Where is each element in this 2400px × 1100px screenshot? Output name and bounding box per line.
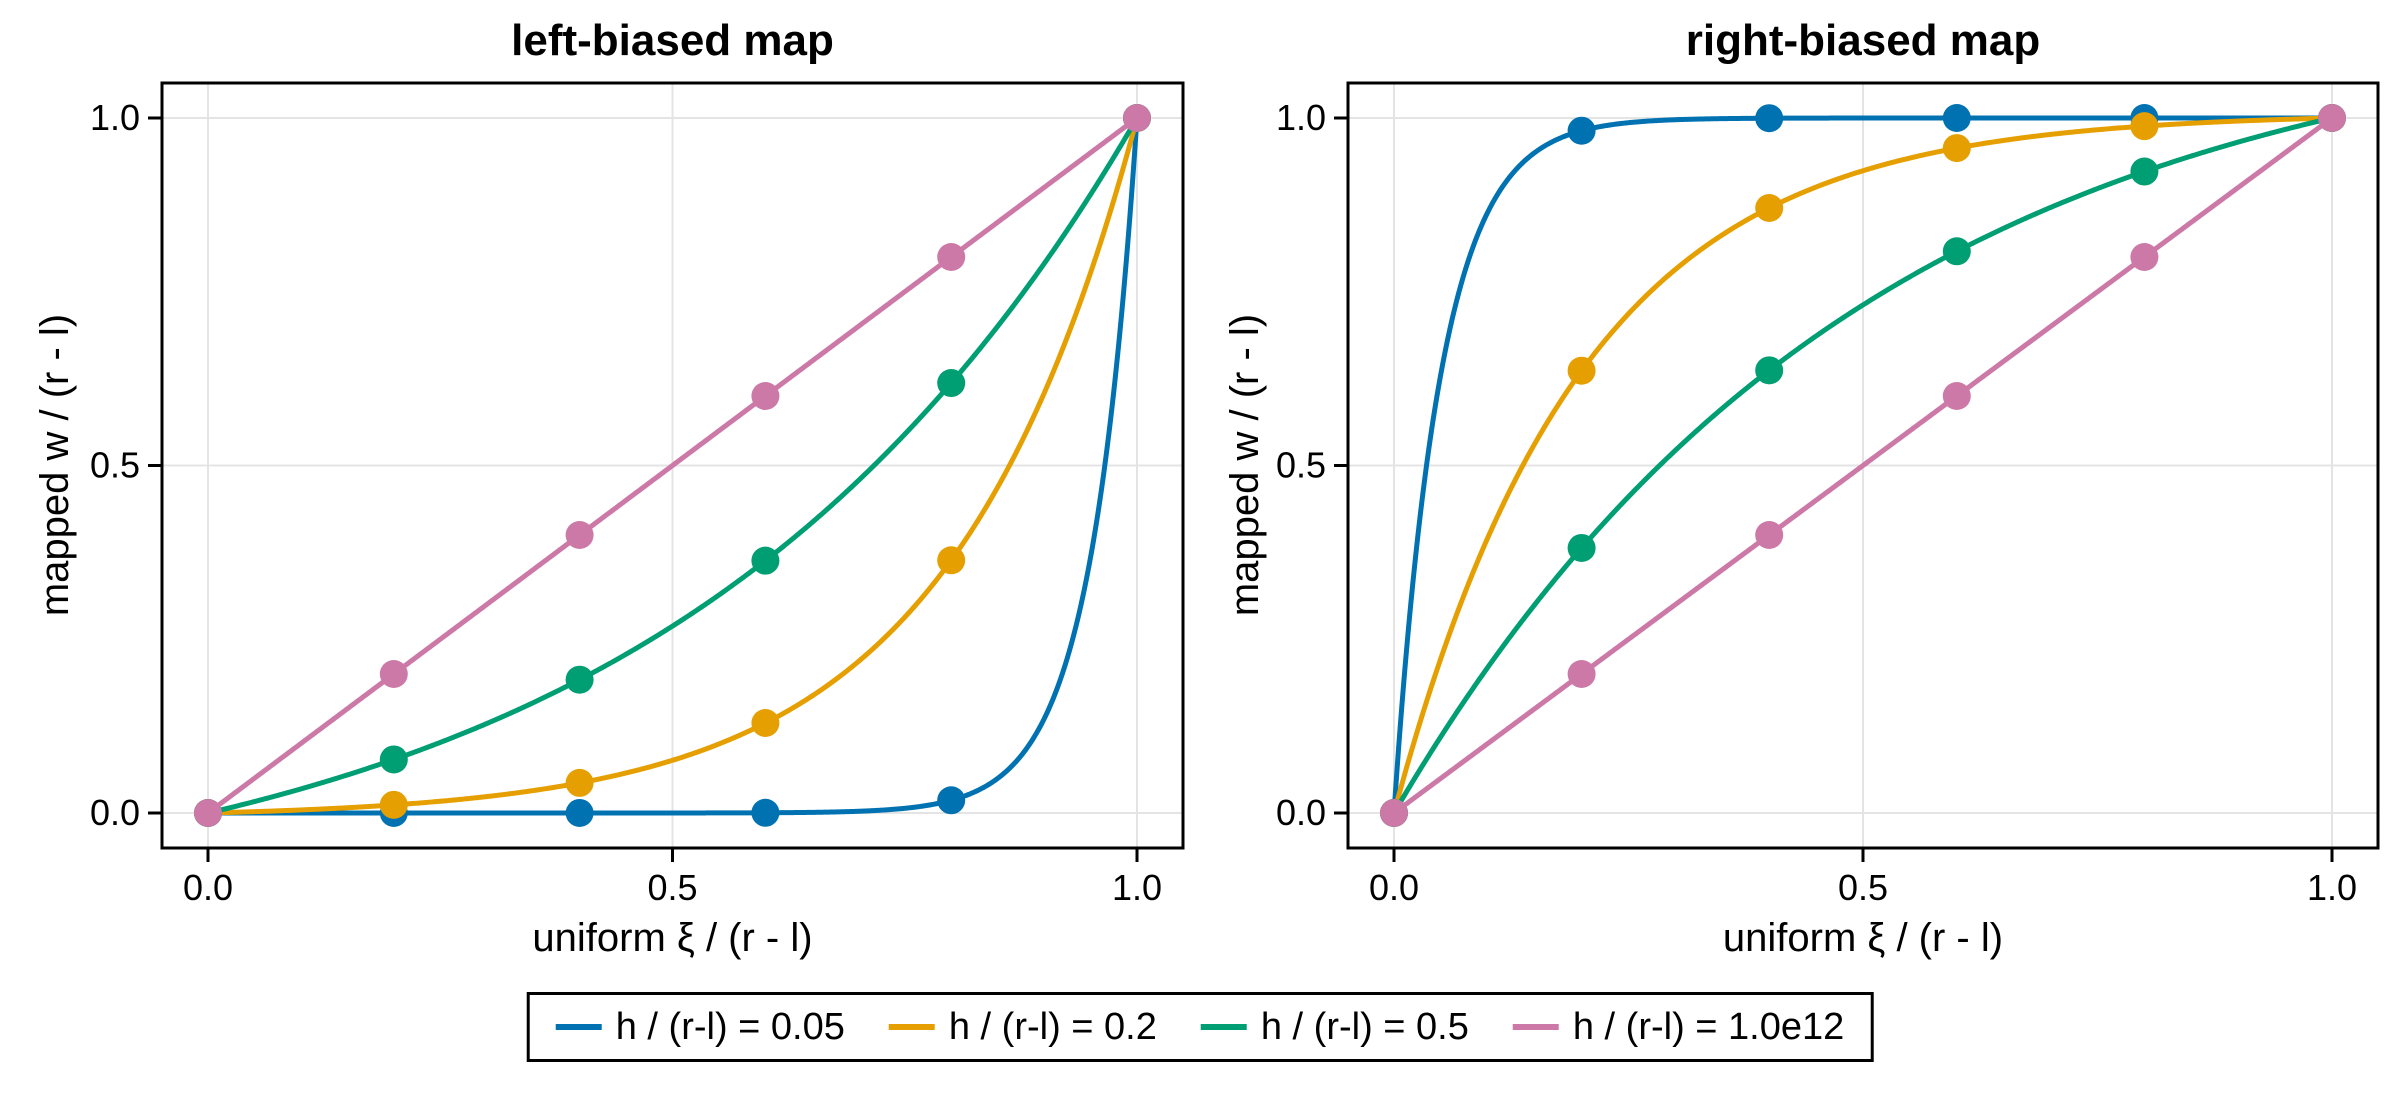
series-marker-1 — [379, 790, 408, 819]
legend-line-swatch — [1200, 1024, 1247, 1030]
series-marker-0 — [1942, 104, 1971, 132]
series-marker-3 — [1123, 104, 1151, 132]
series-marker-1 — [565, 768, 594, 797]
legend-item-label: h / (r-l) = 0.5 — [1260, 1006, 1469, 1048]
x-axis-label-left: uniform ξ / (r - l) — [532, 916, 813, 960]
series-marker-2 — [1755, 356, 1784, 385]
legend-item: h / (r-l) = 0.2 — [888, 1005, 1157, 1049]
y-axis-label-left: mapped w / (r - l) — [33, 313, 77, 617]
series-marker-3 — [2130, 243, 2159, 271]
y-tick-label: 0.0 — [1276, 792, 1326, 833]
series-marker-2 — [2130, 157, 2159, 186]
series-marker-0 — [937, 786, 966, 815]
legend-item: h / (r-l) = 0.05 — [555, 1005, 845, 1049]
series-curve-1 — [205, 115, 1140, 816]
y-tick-label: 0.5 — [1276, 445, 1326, 486]
series-marker-3 — [379, 660, 408, 688]
panel-title-right: right-biased map — [1685, 16, 2041, 65]
series-curve-0 — [1391, 115, 2335, 816]
series-marker-0 — [565, 798, 594, 827]
series-curve-2 — [205, 115, 1140, 816]
y-tick-label: 1.0 — [90, 97, 140, 138]
panel-title-left: left-biased map — [511, 16, 834, 65]
series-marker-3 — [751, 382, 780, 410]
y-tick-label: 1.0 — [1276, 97, 1326, 138]
x-tick-label: 0.0 — [1369, 867, 1419, 908]
x-tick-label: 0.5 — [647, 867, 697, 908]
legend-line-swatch — [1512, 1024, 1559, 1030]
legend-item: h / (r-l) = 1.0e12 — [1512, 1005, 1845, 1049]
series-marker-2 — [1942, 237, 1971, 266]
x-axis-label-right: uniform ξ / (r - l) — [1722, 916, 2004, 960]
legend-item-label: h / (r-l) = 0.2 — [948, 1006, 1157, 1048]
series-curve-3 — [205, 115, 1140, 816]
series-marker-3 — [937, 243, 966, 271]
series-marker-0 — [1567, 116, 1596, 145]
series-marker-3 — [1567, 660, 1596, 688]
legend-line-swatch — [555, 1024, 602, 1030]
legend-item-label: h / (r-l) = 1.0e12 — [1572, 1006, 1845, 1048]
series-curve-1 — [1391, 115, 2335, 816]
panel-left: 0.0 0.5 1.0 0.0 0.5 1.0 — [90, 81, 1185, 908]
series-marker-3 — [2318, 104, 2346, 132]
x-tick-label: 0.5 — [1838, 867, 1888, 908]
series-marker-1 — [1942, 134, 1971, 163]
x-tick-label: 1.0 — [1112, 867, 1162, 908]
series-marker-2 — [1567, 533, 1596, 562]
series-marker-2 — [565, 665, 594, 694]
series-marker-3 — [1942, 382, 1971, 410]
series-marker-1 — [1755, 194, 1784, 223]
legend-item: h / (r-l) = 0.5 — [1200, 1005, 1469, 1049]
legend-line-swatch — [888, 1024, 935, 1030]
series-marker-3 — [194, 799, 222, 827]
series-marker-1 — [751, 708, 780, 737]
series-marker-0 — [751, 798, 780, 827]
series-marker-2 — [937, 369, 966, 398]
series-marker-1 — [937, 546, 966, 575]
series-curve-2 — [1391, 115, 2335, 816]
y-tick-label: 0.0 — [90, 792, 140, 833]
y-axis-label-right: mapped w / (r - l) — [1223, 313, 1267, 617]
series-marker-0 — [1755, 104, 1784, 133]
series-marker-3 — [565, 521, 594, 549]
series-marker-2 — [751, 546, 780, 575]
series-marker-3 — [1380, 799, 1408, 827]
series-marker-1 — [1567, 356, 1596, 385]
series-marker-2 — [379, 745, 408, 774]
legend: h / (r-l) = 0.05 h / (r-l) = 0.2 h / (r-l)… — [526, 992, 1874, 1062]
y-tick-label: 0.5 — [90, 445, 140, 486]
series-marker-1 — [2130, 112, 2159, 141]
series-curve-3 — [1391, 115, 2335, 816]
legend-item-label: h / (r-l) = 0.05 — [615, 1006, 845, 1048]
panel-right: 0.0 0.5 1.0 0.0 0.5 1.0 — [1276, 81, 2380, 908]
series-marker-3 — [1755, 521, 1784, 549]
series-curve-0 — [205, 115, 1140, 816]
x-tick-label: 0.0 — [183, 867, 233, 908]
x-tick-label: 1.0 — [2307, 867, 2357, 908]
